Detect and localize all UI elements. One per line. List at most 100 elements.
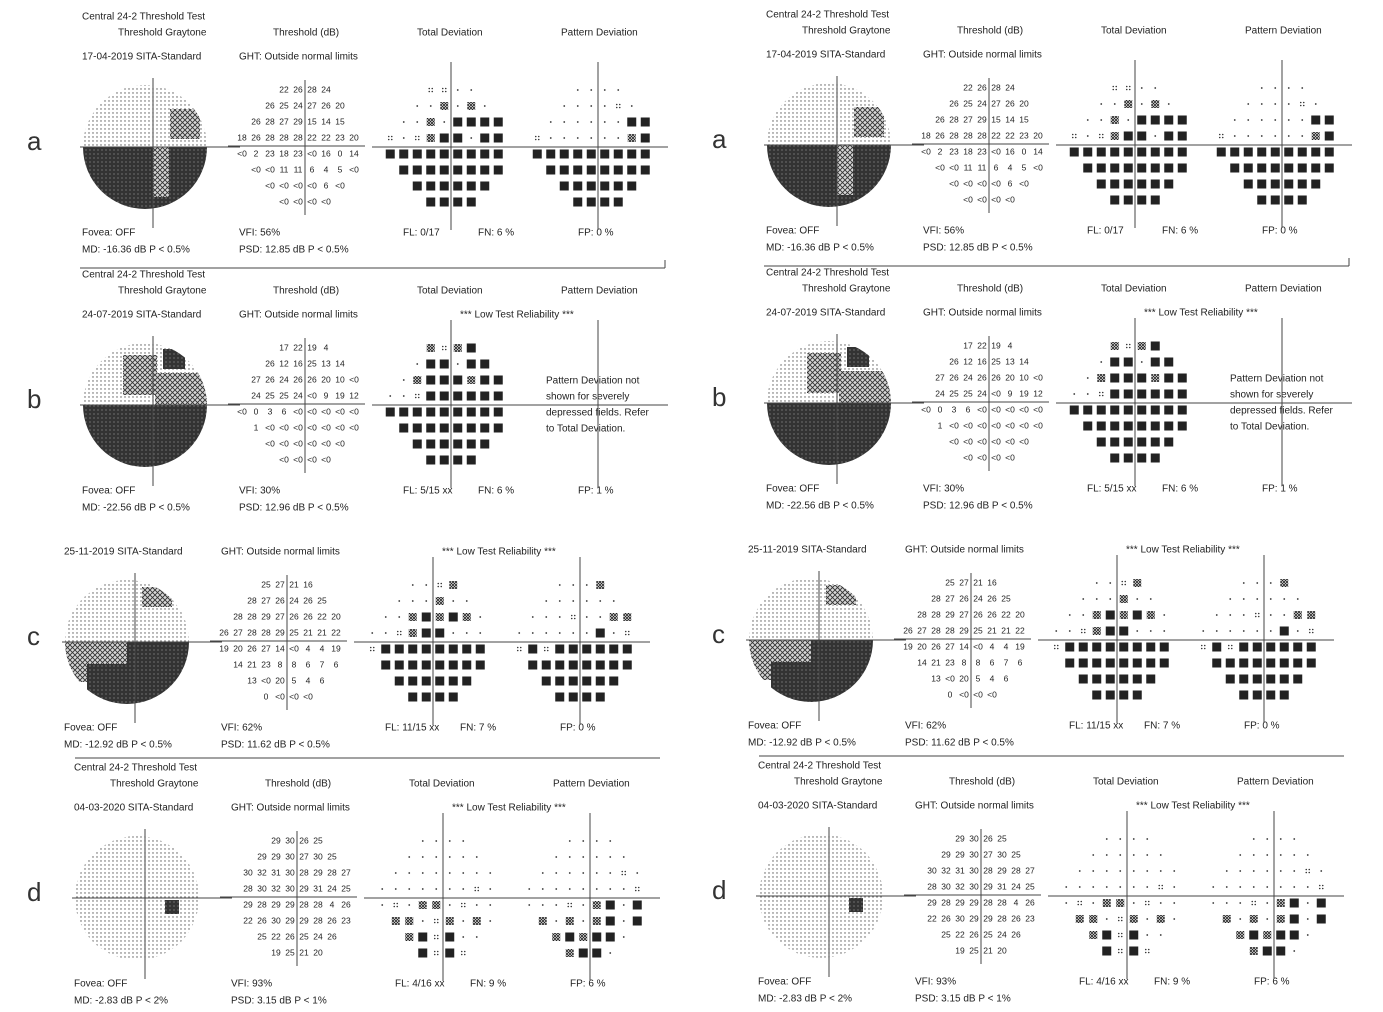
threshold-value: <0 (349, 374, 359, 384)
fp: FP: 1 % (1262, 484, 1298, 495)
deviation-dots (1128, 88, 1131, 91)
deviation-dot (1266, 838, 1269, 840)
deviation-dot (1212, 886, 1215, 888)
threshold-value: <0 (945, 673, 955, 683)
deviation-block (439, 197, 449, 207)
deviation-block (1297, 147, 1307, 157)
deviation-dot (622, 920, 625, 922)
deviation-hatch (627, 134, 636, 142)
deviation-dots (627, 630, 630, 633)
deviation-dots (1101, 391, 1104, 394)
deviation-dot (1233, 135, 1236, 137)
deviation-block (426, 165, 436, 175)
threshold-value: 25 (289, 627, 299, 637)
deviation-block (435, 692, 445, 702)
deviation-dot (1287, 103, 1290, 105)
threshold-value: 22 (977, 340, 987, 350)
deviation-dots (546, 646, 549, 649)
deviation-dots (1308, 628, 1311, 631)
deviation-dots (1254, 900, 1257, 903)
threshold-value: <0 (977, 178, 987, 188)
deviation-dots (1128, 346, 1131, 349)
deviation-dot (408, 904, 411, 906)
deviation-dot (1256, 582, 1259, 584)
threshold-value: 15 (307, 116, 317, 126)
deviation-block (1150, 163, 1160, 173)
threshold-value: 29 (313, 867, 323, 877)
note-line: to Total Deviation. (546, 424, 625, 435)
deviation-block (1119, 642, 1129, 652)
deviation-dots (1147, 903, 1150, 906)
threshold-value: 17 (279, 342, 289, 352)
deviation-block (1150, 357, 1160, 367)
deviation-dots (437, 582, 440, 585)
deviation-block (493, 375, 503, 385)
deviation-dot (421, 856, 424, 858)
deviation-dots (1112, 85, 1115, 88)
deviation-block (1230, 163, 1240, 173)
deviation-dot (576, 105, 579, 107)
threshold-value: 6 (282, 406, 287, 416)
deviation-hatch (609, 613, 618, 621)
threshold-value: 28 (299, 899, 309, 909)
deviation-dot (475, 904, 478, 906)
deviation-block (1324, 147, 1334, 157)
threshold-value: 26 (247, 643, 257, 653)
deviation-dots (1074, 136, 1077, 139)
threshold-value: <0 (293, 454, 303, 464)
deviation-block (1123, 195, 1133, 205)
threshold-value: 8 (278, 659, 283, 669)
deviation-dot (1225, 902, 1228, 904)
threshold-value: 28 (247, 595, 257, 605)
deviation-dot (528, 904, 531, 906)
threshold-value: 22 (991, 130, 1001, 140)
deviation-hatch (426, 118, 435, 126)
threshold-value: 14 (1019, 356, 1029, 366)
graytone-region (153, 147, 169, 197)
threshold-value: 0 (338, 148, 343, 158)
deviation-block (1243, 179, 1253, 189)
deviation-block (532, 149, 542, 159)
threshold-value: 21 (303, 627, 313, 637)
deviation-dot (595, 888, 598, 890)
date: 04-03-2020 SITA-Standard (74, 803, 193, 814)
deviation-block (595, 644, 605, 654)
deviation-hatch (1110, 116, 1119, 124)
deviation-dot (1095, 598, 1098, 600)
deviation-dot (558, 600, 561, 602)
threshold-value: 28 (917, 609, 927, 619)
deviation-dot (1132, 838, 1135, 840)
deviation-block (1150, 405, 1160, 415)
threshold-value: 6 (994, 162, 999, 172)
deviation-dots (1056, 644, 1059, 647)
deviation-dot (475, 872, 478, 874)
deviation-block (568, 676, 578, 686)
deviation-block (1159, 658, 1169, 668)
deviation-block (1137, 453, 1147, 463)
deviation-dots (1218, 133, 1221, 136)
deviation-block (573, 149, 583, 159)
deviation-block (627, 117, 637, 127)
deviation-block (1137, 405, 1147, 415)
deviation-hatch (1089, 931, 1098, 939)
deviation-dot (1266, 902, 1269, 904)
date: 04-03-2020 SITA-Standard (758, 801, 877, 812)
deviation-dots (440, 582, 443, 585)
deviation-dot (549, 121, 552, 123)
ght: GHT: Outside normal limits (221, 547, 340, 558)
deviation-dots (519, 649, 522, 652)
threshold-value: <0 (1019, 178, 1029, 188)
deviation-dot (617, 137, 620, 139)
threshold-value: 30 (243, 867, 253, 877)
graytone-region (807, 353, 841, 393)
graytone: Threshold Graytone (110, 779, 199, 790)
deviation-dot (1082, 598, 1085, 600)
deviation-hatch (435, 613, 444, 621)
deviation-dot (398, 616, 401, 618)
threshold-title: Threshold (dB) (265, 779, 331, 790)
deviation-hatch (1097, 374, 1106, 382)
deviation-dot (599, 616, 602, 618)
fl: FL: 0/17 (1087, 226, 1124, 237)
threshold-value: 27 (233, 627, 243, 637)
deviation-dot (1136, 598, 1139, 600)
